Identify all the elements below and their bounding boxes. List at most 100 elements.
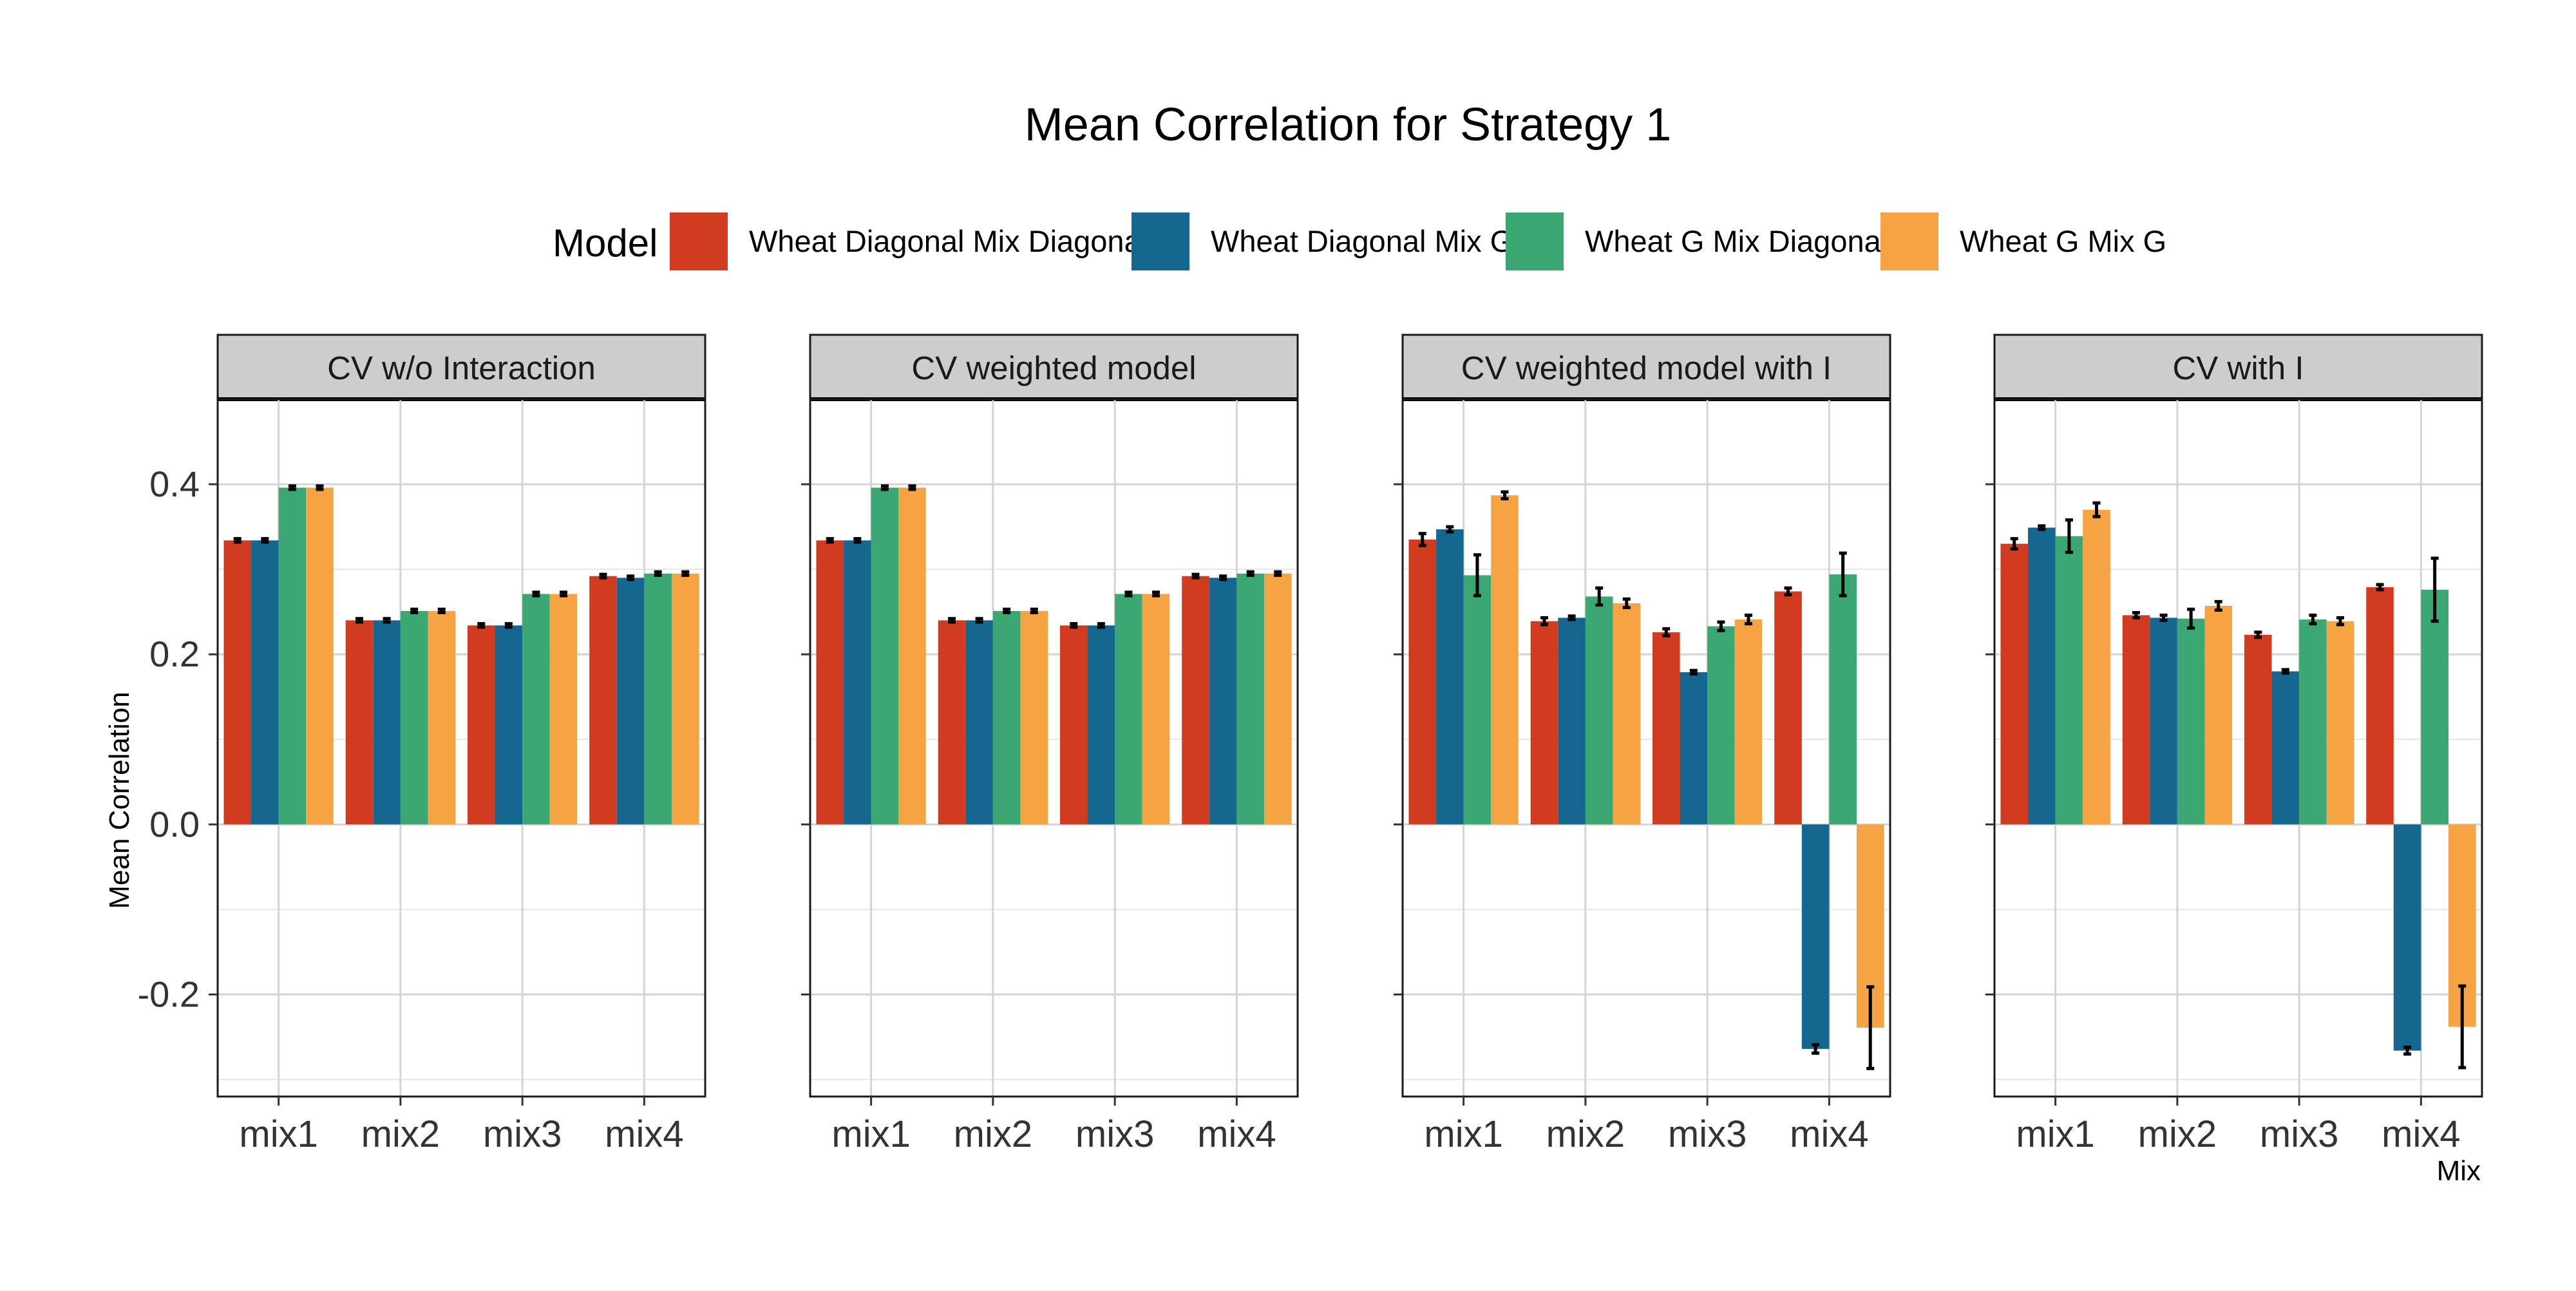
bar-mix1-series-2[interactable] [2028, 527, 2056, 825]
bar-mix3-series-4[interactable] [1734, 619, 1763, 825]
bar-mix2-series-4[interactable] [2204, 605, 2233, 825]
x-tick-label: mix2 [2138, 1113, 2217, 1155]
panel-border [216, 398, 706, 1098]
bar-mix4-series-2[interactable] [1801, 824, 1830, 1050]
bar-mix1-series-2[interactable] [251, 540, 279, 825]
facet-panel-3: CV weighted model with I mix1 mix2 mix3 mix4 [1394, 334, 1891, 1155]
bar-mix3-series-1[interactable] [1652, 632, 1680, 825]
legend-label-2[interactable]: Wheat Diagonal Mix G [1211, 224, 1513, 258]
facet-panel-4: CV with I mix1 mix2 mix3 mix4 [1985, 334, 2483, 1155]
x-tick-label: mix4 [2382, 1113, 2460, 1155]
x-tick-label: mix3 [2260, 1113, 2338, 1155]
bar-mix3-series-1[interactable] [467, 625, 495, 825]
legend-key-4 [1880, 212, 1938, 270]
legend-label-4[interactable]: Wheat G Mix G [1960, 224, 2166, 258]
bar-mix1-series-2[interactable] [844, 540, 871, 825]
bar-mix2-series-3[interactable] [2177, 618, 2205, 825]
legend-label-1[interactable]: Wheat Diagonal Mix Diagonal [749, 224, 1148, 258]
bar-mix4-series-3[interactable] [2421, 589, 2448, 825]
bar-mix2-series-2[interactable] [373, 620, 401, 825]
bar-mix2-series-2[interactable] [1558, 617, 1586, 825]
bar-mix1-series-1[interactable] [223, 540, 252, 825]
strip-label: CV w/o Interaction [327, 350, 596, 386]
bar-mix4-series-2[interactable] [616, 578, 645, 825]
bar-mix3-series-1[interactable] [2244, 634, 2272, 825]
bar-mix2-series-4[interactable] [428, 610, 456, 825]
bar-mix2-series-4[interactable] [1020, 610, 1048, 825]
bars [816, 484, 1292, 825]
bar-mix4-series-4[interactable] [1264, 573, 1292, 825]
facet-panel-2: CV weighted model mix1 mix2 mix3 mix4 [801, 334, 1299, 1155]
bar-mix3-series-3[interactable] [2299, 619, 2327, 825]
bar-mix3-series-1[interactable] [1059, 625, 1088, 825]
bar-mix4-series-4[interactable] [671, 573, 699, 825]
bar-mix2-series-1[interactable] [345, 620, 374, 825]
y-tick-label: 0.4 [149, 464, 200, 504]
panel-border [1993, 398, 2483, 1098]
bar-mix3-series-2[interactable] [1087, 625, 1115, 825]
y-axis-label: Mean Correlation [104, 692, 135, 909]
bar-mix3-series-4[interactable] [2326, 621, 2354, 825]
legend-label-3[interactable]: Wheat G Mix Diagonal [1585, 224, 1888, 258]
x-tick-label: mix3 [483, 1113, 562, 1155]
x-axis-label: Mix [2437, 1155, 2481, 1187]
bar-mix2-series-3[interactable] [992, 610, 1021, 825]
bar-mix1-series-1[interactable] [2000, 543, 2029, 825]
bar-mix3-series-3[interactable] [1707, 626, 1735, 825]
legend: Model Wheat Diagonal Mix Diagonal Wheat D… [553, 212, 2166, 270]
bar-mix4-series-3[interactable] [1829, 574, 1857, 825]
bar-mix2-series-3[interactable] [400, 610, 428, 825]
y-tick-label: -0.2 [138, 974, 200, 1015]
bars [2000, 501, 2476, 1070]
bar-mix3-series-2[interactable] [2271, 671, 2300, 825]
bar-mix1-series-4[interactable] [1491, 495, 1519, 825]
bar-mix4-series-2[interactable] [2393, 824, 2421, 1051]
bar-mix4-series-1[interactable] [589, 576, 617, 825]
legend-key-3 [1506, 212, 1564, 270]
bar-mix1-series-4[interactable] [306, 487, 334, 825]
x-tick-label: mix2 [954, 1113, 1032, 1155]
strip-label: CV weighted model with I [1461, 350, 1832, 386]
bar-mix2-series-2[interactable] [2150, 617, 2177, 825]
bar-mix1-series-3[interactable] [278, 487, 307, 825]
bar-mix3-series-4[interactable] [1142, 594, 1170, 825]
bar-mix1-series-3[interactable] [1463, 575, 1492, 825]
x-tick-label: mix4 [605, 1113, 683, 1155]
facet-panel-1: CV w/o Interaction mix1 mix2 mix3 mix4 -0.2 0.… [138, 334, 706, 1155]
bars [223, 484, 699, 825]
bar-mix3-series-3[interactable] [1115, 594, 1142, 825]
bar-mix2-series-1[interactable] [1530, 621, 1558, 825]
y-tick-label: 0.0 [149, 804, 200, 844]
x-tick-label: mix1 [831, 1113, 910, 1155]
bar-mix3-series-2[interactable] [495, 625, 523, 825]
x-tick-label: mix2 [361, 1113, 440, 1155]
strip-label: CV weighted model [911, 350, 1196, 386]
bar-mix4-series-3[interactable] [1236, 573, 1264, 825]
bar-mix1-series-3[interactable] [2055, 536, 2083, 825]
bar-mix1-series-3[interactable] [871, 487, 899, 825]
y-tick-label: 0.2 [149, 634, 200, 674]
bar-mix1-series-2[interactable] [1436, 529, 1464, 825]
bar-mix3-series-2[interactable] [1680, 672, 1708, 825]
bar-mix1-series-4[interactable] [898, 487, 926, 825]
bar-mix4-series-2[interactable] [1209, 578, 1237, 825]
strip-label: CV with I [2172, 350, 2304, 386]
bar-mix1-series-4[interactable] [2083, 509, 2110, 825]
bar-mix2-series-4[interactable] [1613, 603, 1641, 825]
bar-mix4-series-1[interactable] [2366, 587, 2394, 825]
panel-border [1401, 398, 1891, 1098]
strip-background [809, 334, 1299, 400]
bar-mix3-series-3[interactable] [522, 594, 550, 825]
bar-mix1-series-1[interactable] [816, 540, 844, 825]
strip-background [216, 334, 706, 400]
bar-mix2-series-1[interactable] [938, 620, 966, 825]
bar-mix4-series-3[interactable] [644, 573, 672, 825]
bar-mix2-series-1[interactable] [2122, 615, 2150, 825]
bar-mix2-series-2[interactable] [965, 620, 993, 825]
bar-mix4-series-1[interactable] [1182, 576, 1209, 825]
bar-mix2-series-3[interactable] [1585, 596, 1613, 825]
bar-mix4-series-1[interactable] [1774, 591, 1802, 825]
bar-mix1-series-1[interactable] [1408, 539, 1437, 825]
bar-mix3-series-4[interactable] [549, 594, 578, 825]
